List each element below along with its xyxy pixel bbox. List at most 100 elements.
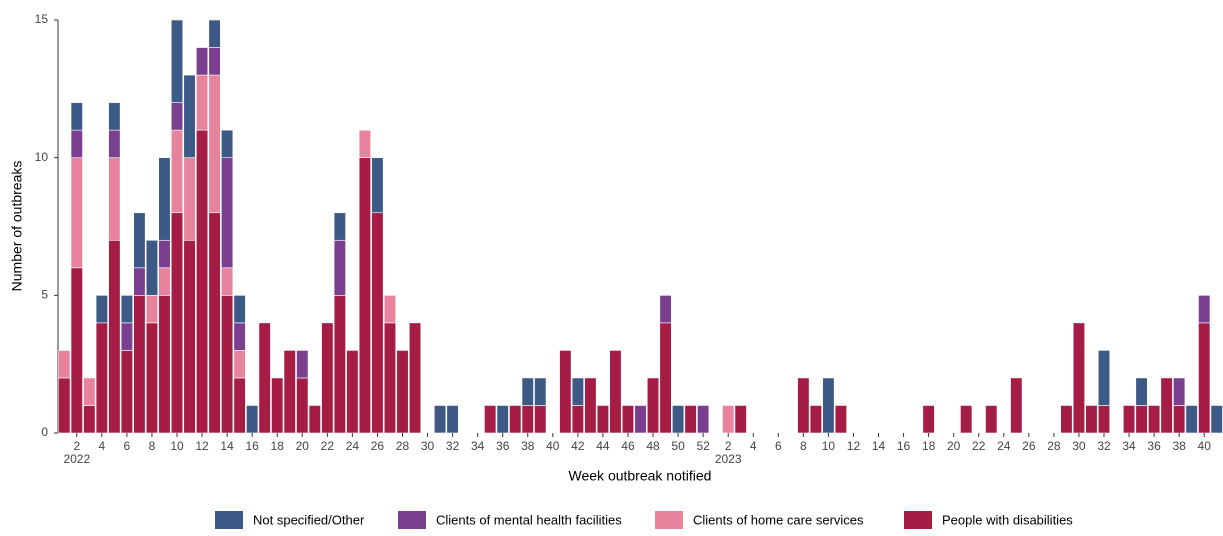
x-tick-label: 10 — [822, 439, 836, 453]
bar-segment — [108, 102, 121, 131]
x-tick-label: 30 — [421, 439, 435, 453]
bar-segment — [672, 405, 685, 434]
x-tick-label: 8 — [800, 439, 807, 453]
bar-segment — [233, 322, 246, 351]
bar-segment — [1060, 405, 1073, 434]
bar-segment — [133, 267, 146, 296]
bar-segment — [233, 350, 246, 379]
bar-segment — [133, 295, 146, 434]
legend-swatch — [904, 511, 932, 529]
legend-label: Not specified/Other — [253, 512, 365, 527]
bar-segment — [195, 129, 209, 434]
bar-segment — [271, 377, 284, 434]
legend-swatch — [398, 511, 426, 529]
bar-segment — [170, 129, 184, 214]
bar-segment — [1010, 377, 1023, 434]
x-tick-label: 4 — [750, 439, 757, 453]
bar-segment — [1198, 322, 1211, 434]
y-tick-label: 5 — [41, 288, 48, 302]
x-tick-label: 14 — [872, 439, 886, 453]
bar-segment — [183, 239, 196, 434]
bar-segment — [822, 377, 835, 434]
bar-segment — [133, 212, 146, 269]
bar-segment — [734, 405, 747, 434]
y-tick-label: 10 — [35, 150, 49, 164]
x-tick-label: 28 — [1047, 439, 1061, 453]
bar-segment — [408, 322, 422, 434]
x-tick-label: 36 — [1147, 439, 1161, 453]
y-tick-label: 0 — [41, 425, 48, 439]
bar-segment — [145, 322, 159, 434]
bar-segment — [158, 267, 171, 296]
bar-segment — [195, 47, 209, 76]
bar-segment — [1085, 405, 1098, 434]
bar-segment — [58, 350, 71, 379]
bar-segment — [208, 74, 221, 214]
bar-segment — [221, 295, 234, 434]
bar-segment — [446, 405, 459, 434]
bar-segment — [1122, 405, 1136, 434]
legend-swatch — [215, 511, 243, 529]
legend-label: People with disabilities — [942, 512, 1073, 527]
y-tick-label: 15 — [35, 12, 49, 26]
bar-segment — [646, 377, 660, 434]
x-axis-title: Week outbreak notified — [569, 468, 712, 484]
x-tick-label: 42 — [571, 439, 585, 453]
bar-segment — [283, 350, 296, 434]
bar-segment — [183, 157, 196, 241]
bar-segment — [83, 405, 96, 434]
x-tick-label: 14 — [220, 439, 234, 453]
bar-segment — [634, 405, 647, 434]
x-tick-label: 40 — [1198, 439, 1212, 453]
x-tick-label: 18 — [922, 439, 936, 453]
bar-segment — [1173, 405, 1186, 434]
bar-segment — [208, 47, 221, 76]
bar-segment — [383, 322, 397, 434]
bar-segment — [95, 322, 108, 434]
bar-segment — [70, 102, 83, 131]
bar-segment — [659, 322, 672, 434]
bar-segment — [434, 405, 447, 434]
bar-segment — [158, 157, 171, 241]
x-tick-label: 28 — [396, 439, 410, 453]
bar-segment — [985, 405, 998, 434]
bar-segment — [922, 405, 935, 434]
bar-segment — [584, 377, 597, 434]
bar-segment — [296, 350, 309, 379]
x-tick-label: 32 — [1097, 439, 1111, 453]
bar-segment — [158, 295, 171, 434]
bar-segment — [621, 405, 635, 434]
x-tick-label: 46 — [621, 439, 635, 453]
x-tick-label: 22 — [321, 439, 335, 453]
x-tick-label: 24 — [346, 439, 360, 453]
x-tick-label: 10 — [170, 439, 184, 453]
bar-segment — [58, 377, 71, 434]
x-tick-label: 22 — [972, 439, 986, 453]
bar-segment — [170, 212, 184, 434]
bar-segment — [70, 157, 83, 269]
legend-label: Clients of home care services — [693, 512, 864, 527]
bar-segment — [521, 377, 534, 406]
bar-segment — [221, 157, 234, 269]
bar-segment — [1210, 405, 1223, 434]
bar-segment — [233, 377, 246, 434]
bar-segment — [108, 239, 121, 434]
bar-segment — [120, 322, 133, 351]
x-tick-label: 50 — [671, 439, 685, 453]
x-tick-label: 18 — [271, 439, 285, 453]
bar-segment — [809, 405, 822, 434]
x-tick-label: 20 — [947, 439, 961, 453]
x-tick-label: 24 — [997, 439, 1011, 453]
x-tick-label: 12 — [195, 439, 209, 453]
bar-segment — [371, 212, 384, 434]
bar-segment — [596, 405, 609, 434]
x-tick-label: 40 — [546, 439, 560, 453]
bar-segment — [1173, 377, 1186, 406]
legend-swatch — [655, 511, 683, 529]
x-tick-label: 16 — [245, 439, 259, 453]
bar-segment — [308, 405, 321, 434]
bar-segment — [83, 377, 96, 406]
bar-segment — [383, 295, 397, 324]
bar-segment — [296, 377, 309, 434]
bar-segment — [521, 405, 534, 434]
